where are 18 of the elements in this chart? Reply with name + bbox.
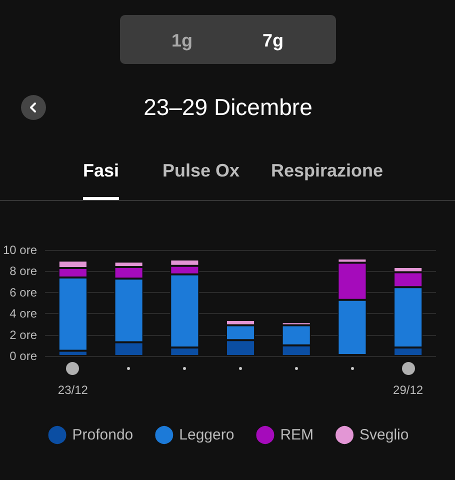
- legend-label: REM: [280, 426, 314, 444]
- x-tick-label: 29/12: [393, 383, 424, 397]
- x-tick-label: 23/12: [58, 383, 88, 397]
- y-tick-label: 6 ore: [10, 285, 38, 300]
- legend-label: Leggero: [179, 426, 234, 444]
- y-tick-label: 4 ore: [10, 306, 38, 321]
- text: Pulse Ox: [162, 160, 240, 182]
- y-tick-label: 0 ore: [10, 349, 38, 363]
- y-tick-label: 2 ore: [10, 328, 38, 342]
- chart-title: 23–29 Dicembre: [144, 94, 312, 120]
- text: 7g: [262, 30, 284, 52]
- text: Fasi: [82, 160, 120, 182]
- legend-label: Sveglio: [360, 426, 409, 444]
- text: 1g: [171, 30, 193, 52]
- text: Respirazione: [270, 160, 384, 182]
- y-tick-label: 8 ore: [10, 264, 38, 278]
- legend-label: Profondo: [72, 426, 134, 444]
- y-tick-label: 10 ore: [2, 243, 38, 257]
